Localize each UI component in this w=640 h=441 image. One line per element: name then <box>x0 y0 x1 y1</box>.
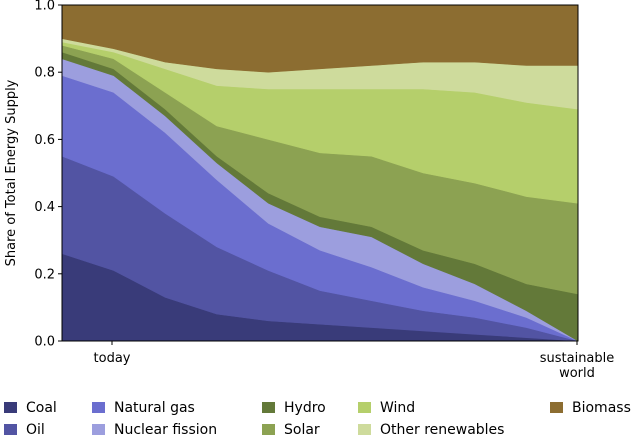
legend-item-nuclear-fission: Nuclear fission <box>92 422 217 438</box>
legend-swatch <box>358 424 371 435</box>
y-tick-label: 1.0 <box>34 0 55 14</box>
y-tick-label: 0.4 <box>34 200 55 215</box>
legend-item-solar: Solar <box>262 422 320 438</box>
legend: Coal Oil Natural gas Nuclear fission Hydro So… <box>4 400 631 438</box>
legend-label: Nuclear fission <box>114 422 217 438</box>
legend-label: Wind <box>380 400 415 416</box>
x-tick-label: sustainable <box>540 351 615 366</box>
y-tick-label: 0.0 <box>34 335 55 350</box>
legend-item-wind: Wind <box>358 400 415 416</box>
y-axis: 0.0 0.2 0.4 0.6 0.8 1.0 <box>34 0 62 350</box>
legend-swatch <box>262 402 275 413</box>
legend-item-hydro: Hydro <box>262 400 326 416</box>
legend-item-biomass: Biomass <box>550 400 631 416</box>
legend-swatch <box>358 402 371 413</box>
legend-swatch <box>92 424 105 435</box>
legend-item-other-renewables: Other renewables <box>358 422 504 438</box>
legend-label: Oil <box>26 422 45 438</box>
legend-swatch <box>550 402 563 413</box>
legend-label: Solar <box>284 422 320 438</box>
x-tick-label: today <box>94 351 131 366</box>
y-axis-title: Share of Total Energy Supply <box>4 79 19 266</box>
x-tick-label: world <box>559 366 595 381</box>
y-tick-label: 0.6 <box>34 133 55 148</box>
legend-label: Coal <box>26 400 57 416</box>
legend-item-oil: Oil <box>4 422 45 438</box>
legend-swatch <box>92 402 105 413</box>
legend-label: Other renewables <box>380 422 504 438</box>
plot-frame <box>61 4 579 342</box>
legend-label: Natural gas <box>114 400 195 416</box>
legend-swatch <box>262 424 275 435</box>
legend-item-coal: Coal <box>4 400 57 416</box>
legend-label: Hydro <box>284 400 326 416</box>
y-tick-label: 0.8 <box>34 66 55 81</box>
legend-swatch <box>4 402 17 413</box>
legend-item-natural-gas: Natural gas <box>92 400 195 416</box>
legend-label: Biomass <box>572 400 631 416</box>
area-series-group <box>61 4 579 342</box>
legend-swatch <box>4 424 17 435</box>
y-tick-label: 0.2 <box>34 267 55 282</box>
